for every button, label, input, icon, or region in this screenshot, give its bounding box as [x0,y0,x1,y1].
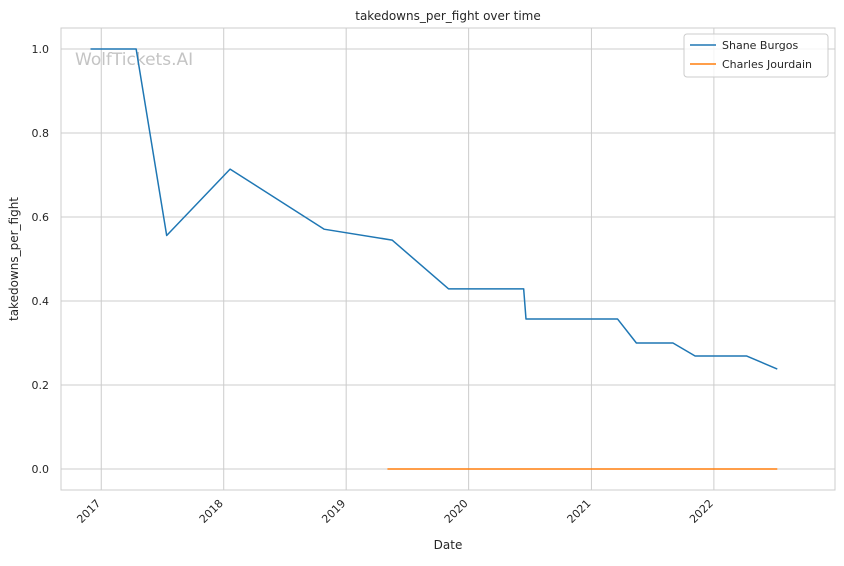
legend-box [683,33,829,78]
y-axis-ticks: 0.0 0.2 0.4 0.6 0.8 1.0 [32,43,50,476]
y-tick-label: 1.0 [32,43,50,56]
legend-label-charles-jourdain: Charles Jourdain [722,58,812,71]
y-tick-label: 0.8 [32,127,50,140]
y-tick-label: 0.4 [32,295,50,308]
y-axis-label: takedowns_per_fight [7,197,21,321]
plot-frame [60,27,836,491]
x-axis-label: Date [434,538,463,552]
y-tick-label: 0.2 [32,379,50,392]
legend-label-shane-burgos: Shane Burgos [722,39,798,52]
grid [61,28,835,490]
watermark: WolfTickets.AI [75,50,193,70]
chart-title: takedowns_per_fight over time [355,9,541,23]
y-tick-label: 0.0 [32,463,50,476]
legend: Shane Burgos Charles Jourdain [683,33,829,78]
y-tick-label: 0.6 [32,211,50,224]
series-line-shane-burgos [90,48,778,370]
series-layer [90,48,778,470]
